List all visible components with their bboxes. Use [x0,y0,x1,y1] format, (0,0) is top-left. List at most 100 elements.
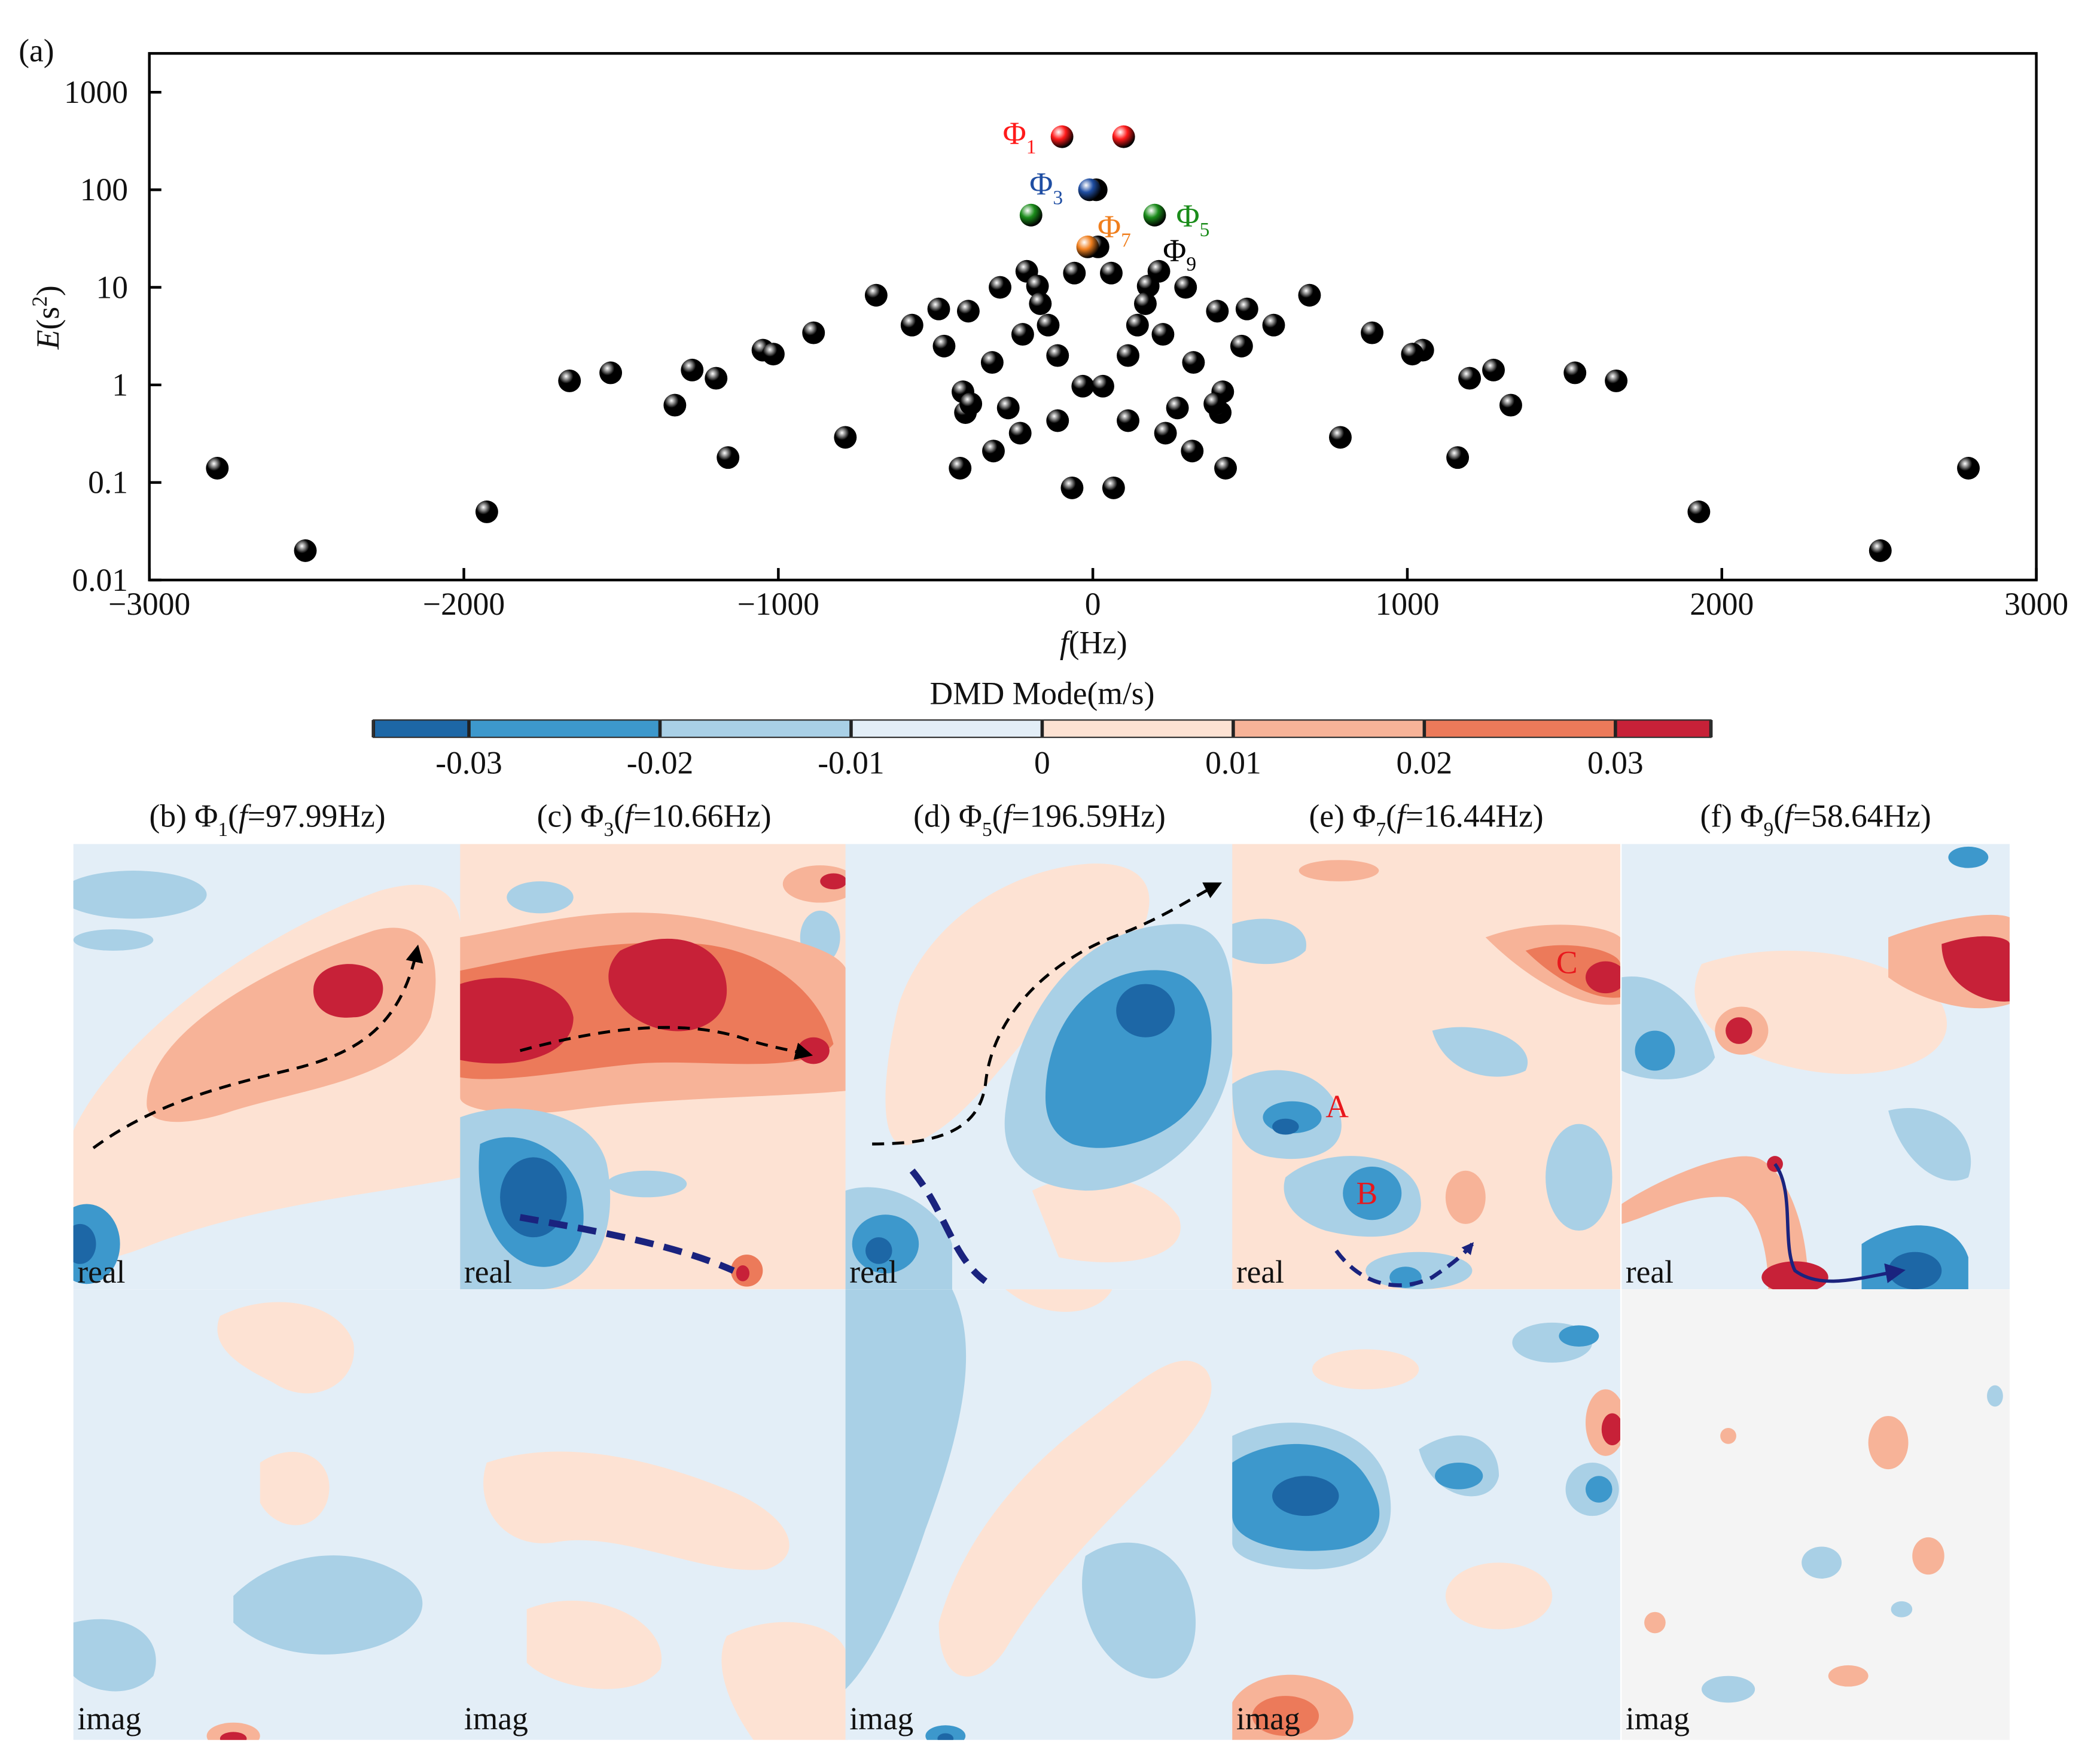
y-label-unit: (s [30,307,66,330]
panel-title-text: (b) Φ [150,798,218,834]
data-point [1154,422,1177,445]
data-point [1078,178,1101,202]
panel-title-text: ( [992,798,1003,834]
data-point [1126,313,1149,337]
data-point [1019,203,1043,227]
data-point [1563,361,1587,384]
data-point [1458,367,1482,390]
region-label: A [1325,1089,1349,1125]
data-point [761,343,785,366]
colorbar-title: DMD Mode(m/s) [929,675,1154,711]
contour-panel [73,844,462,1290]
data-point [1182,351,1205,374]
y-tick-label: 1 [112,367,128,403]
y-axis-label: E(s2) [28,285,66,350]
panel-title-text: ( [1386,798,1397,834]
panel-title: (d) Φ5(f=196.59Hz) [913,798,1166,841]
x-label-unit: (Hz) [1069,625,1127,661]
imag-label: imag [77,1701,141,1736]
mode-symbol: Φ [1003,115,1026,151]
data-point [558,369,581,392]
data-point [1203,392,1227,416]
panel-title-sub: 7 [1376,819,1386,841]
real-label: real [1626,1254,1674,1290]
data-point [1076,235,1099,258]
colorbar-segment [1233,720,1425,738]
data-point [989,276,1011,299]
real-label: real [77,1254,125,1290]
data-point [1143,203,1166,227]
contour-panel [845,1289,1234,1740]
panel-title-text: =196.59Hz) [1011,798,1166,834]
panel-title-sub: 1 [218,819,228,841]
data-point [1050,125,1074,148]
y-tick-label: 1000 [64,74,128,110]
colorbar-tick-label: 0.01 [1205,744,1261,780]
y-tick-label: 0.1 [88,465,128,500]
data-point [900,313,923,337]
data-point [475,500,498,523]
data-point [1117,409,1139,432]
contour-panel [460,1289,849,1740]
y-tick-label: 100 [80,172,128,207]
imag-label: imag [849,1701,913,1736]
y-label-var: E [30,330,66,350]
data-point [959,392,983,416]
data-point [996,396,1020,420]
data-point [1102,476,1125,499]
data-point [1026,274,1049,298]
data-point [1214,457,1237,480]
data-point [1151,323,1175,346]
mode-subscript: 9 [1186,254,1196,276]
data-point [1100,261,1123,285]
colorbar-tick-label: 0 [1034,744,1050,780]
data-point [949,457,972,480]
x-tick-label: 1000 [1375,586,1439,622]
mode-annotation: Φ3 [1029,166,1063,209]
x-tick-label: −3000 [108,586,190,622]
data-point [681,358,704,382]
x-tick-label: 2000 [1690,586,1754,622]
panel-title-text: =97.99Hz) [248,798,386,834]
panel-title-text: ( [614,798,624,834]
panel-title: (f) Φ9(f=58.64Hz) [1700,798,1931,841]
data-point [802,321,825,344]
data-point [1499,393,1522,417]
data-point [1206,300,1229,323]
y-tick-label: 10 [96,269,129,305]
colorbar-segment [373,720,470,738]
data-point [1329,426,1352,449]
y-tick-label: 0.01 [72,562,128,598]
data-point [206,457,229,480]
panel-title-text: (d) Φ [913,798,982,834]
data-point [1361,321,1384,344]
data-point [1011,323,1034,346]
data-point [1174,276,1197,299]
data-point [1482,358,1505,382]
contour-panel [845,844,1234,1290]
data-point [980,351,1004,374]
data-point [956,300,980,323]
panel-title-text: =10.66Hz) [633,798,772,834]
data-point [1117,344,1139,367]
data-point [1046,344,1069,367]
x-tick-label: 3000 [2004,586,2068,622]
plot-frame [148,52,2038,582]
data-point [294,539,317,562]
real-label: real [849,1254,897,1290]
colorbar-tick-label: 0.02 [1397,744,1453,780]
colorbar-tick-label: 0.03 [1587,744,1644,780]
panel-title-text: (c) Φ [537,798,604,834]
real-label: real [464,1254,512,1290]
data-point [927,297,950,321]
colorbar-segment [1615,720,1711,738]
contour-panel [1621,1289,2010,1740]
y-label-close: ) [30,285,66,296]
data-point [1262,313,1285,337]
data-point [1605,369,1628,392]
colorbar-tick-label: -0.02 [627,744,693,780]
contour-panel [73,1289,462,1740]
data-point [1298,283,1321,307]
mode-symbol: Φ [1163,233,1186,268]
